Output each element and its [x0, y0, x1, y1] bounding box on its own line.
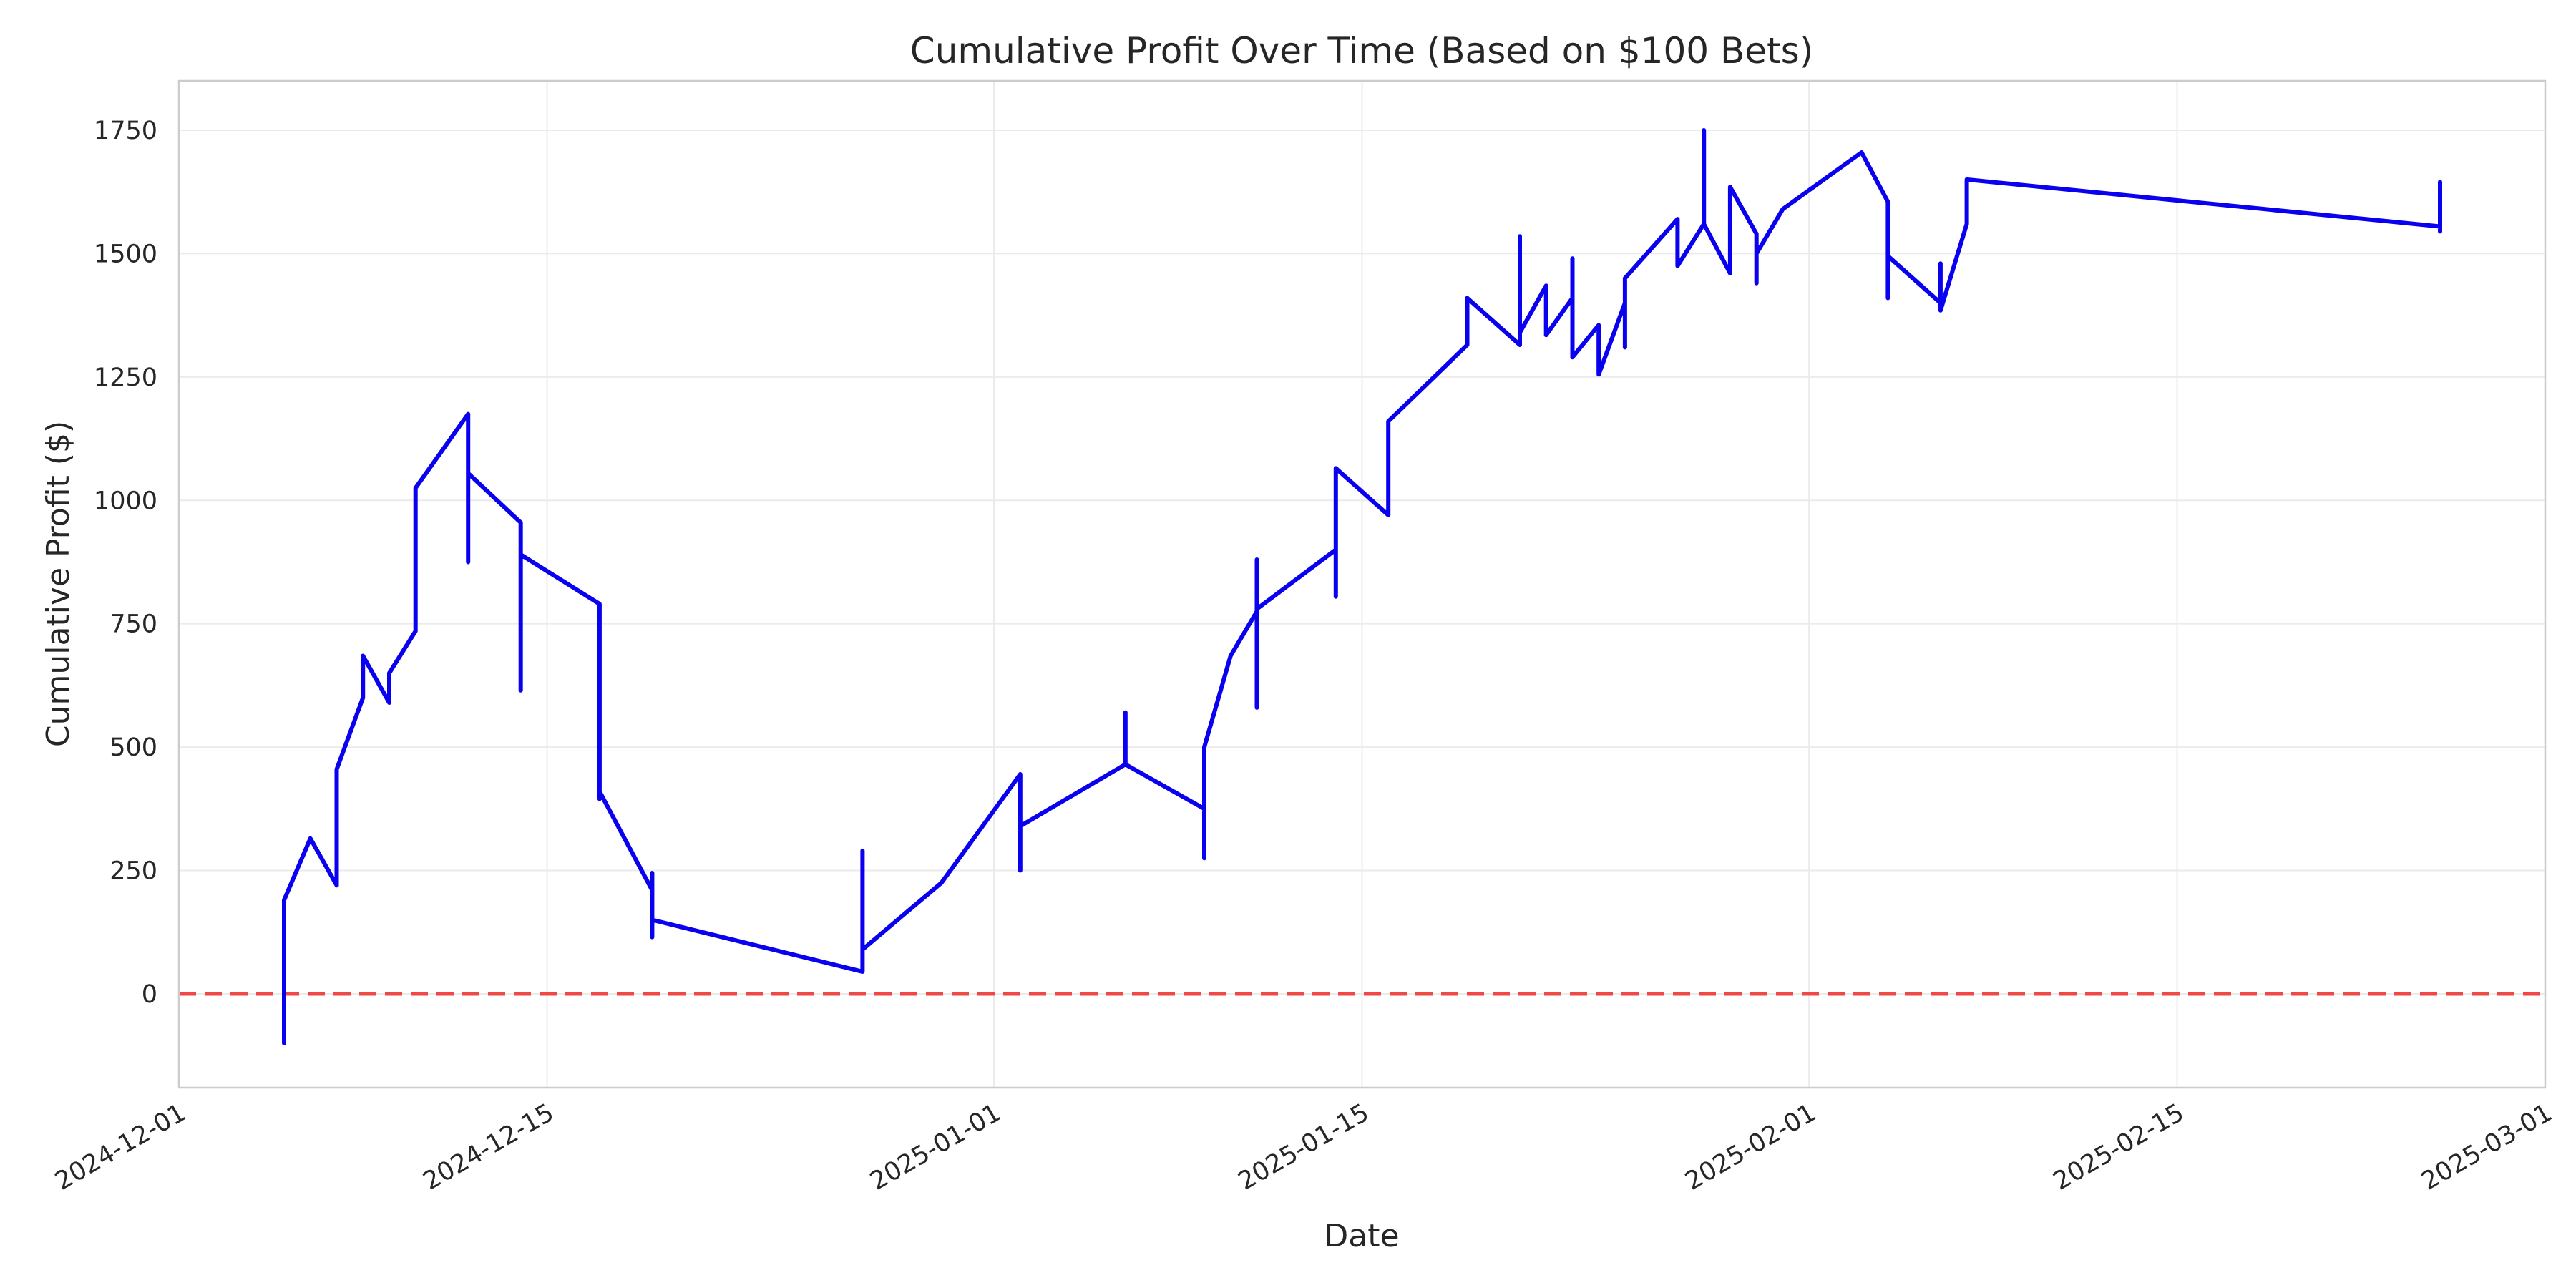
y-tick-label: 750	[109, 610, 157, 639]
y-tick-label: 250	[109, 857, 157, 886]
y-axis-label: Cumulative Profit ($)	[40, 421, 77, 747]
cumulative-profit-line	[282, 128, 2442, 1045]
gridlines	[178, 81, 2546, 1088]
plot-frame	[177, 79, 2547, 1089]
series-layer	[282, 128, 2442, 1045]
chart-title: Cumulative Profit Over Time (Based on $1…	[910, 30, 1813, 72]
y-tick-label: 500	[109, 733, 157, 762]
y-tick-label: 1500	[94, 240, 157, 268]
y-tick-label: 1000	[94, 487, 157, 515]
x-axis-label: Date	[1324, 1218, 1399, 1254]
y-tick-label: 1750	[94, 117, 157, 145]
y-tick-label: 0	[142, 980, 157, 1009]
y-tick-label: 1250	[94, 364, 157, 392]
